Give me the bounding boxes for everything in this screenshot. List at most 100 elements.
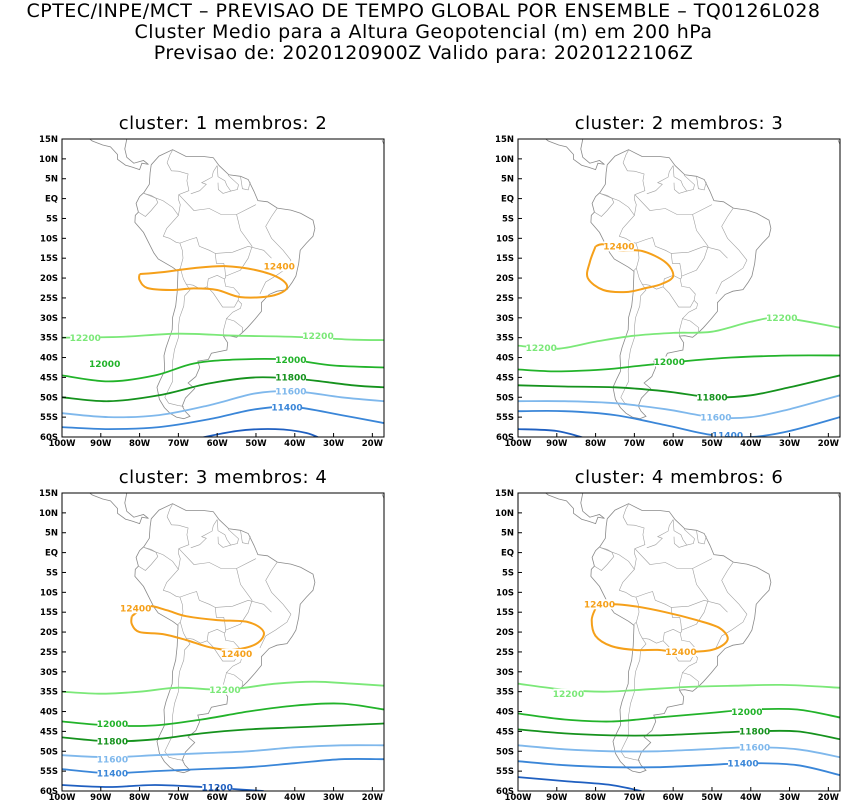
contour-11200 [518,776,646,791]
country-border [634,548,713,569]
lat-label: 45S [496,373,514,383]
country-border [259,561,292,649]
contour-11600 [518,744,840,759]
country-border [646,165,674,195]
contour-11600 [518,394,840,420]
country-border [636,622,681,644]
map-panel-3: 1240012400122001200011800116001140011200… [39,489,385,803]
lat-label: 10S [496,588,514,598]
header-line-2: Cluster Medio para a Altura Geopotencial… [134,21,713,43]
lon-label: 20W [818,439,840,449]
lat-label: 30S [40,314,58,324]
contour-label-bg [70,332,101,343]
lat-label: 60S [40,433,58,443]
coastline [134,149,316,420]
lon-label: 80W [585,793,607,803]
lat-label: 20S [496,628,514,638]
lon-label: 70W [624,793,646,803]
contour-label-12000: 12000 [97,720,128,730]
contour-11800 [518,374,840,399]
lon-label: 100W [504,793,532,803]
lat-label: EQ [501,549,514,559]
country-border [671,599,728,613]
lon-label: 30W [779,793,801,803]
country-border [634,194,713,215]
lon-label: 20W [362,793,384,803]
lat-label: 15S [40,254,58,264]
lat-label: 5N [501,175,514,185]
lat-label: 60S [40,787,58,797]
lat-label: 50S [496,393,514,403]
contour-12200 [62,332,384,341]
contour-12400 [130,605,265,652]
contour-label-12200: 12200 [526,344,557,354]
country-border [682,654,698,673]
lat-label: EQ [45,549,58,559]
coastline [590,503,772,774]
country-border [166,503,190,570]
country-border [225,568,253,631]
contour-label-12000: 12000 [654,358,685,368]
lat-label: 15N [495,135,514,145]
lon-label: 60W [663,793,685,803]
lon-label: 40W [740,439,762,449]
country-border [225,214,253,277]
contour-11400 [518,409,840,437]
map-frame [517,492,841,792]
contour-label-bg [603,241,634,252]
contour-label-11600: 11600 [700,413,731,423]
country-border [620,637,647,761]
country-border [223,318,244,337]
country-border [138,193,159,217]
lon-label: 60W [207,793,229,803]
contour-label-bg [275,386,306,397]
lon-label: 50W [245,793,267,803]
country-border [190,519,218,549]
contour-label-bg [700,412,731,423]
map-panel-2: 12400 12200 12200 12000 11800 11600 11400 15N 10… [495,135,841,449]
contour-label-11400: 11400 [97,769,128,779]
country-border [240,530,251,545]
country-border [164,283,191,407]
lat-label: 20S [40,274,58,284]
contour-label-12000: 12000 [275,356,306,366]
panel-title-3: cluster: 3 membros: 4 [118,467,328,488]
lat-label: EQ [501,195,514,205]
contour-label-bg [272,402,303,413]
lat-label: 5N [45,529,58,539]
lat-label: 10N [495,155,514,165]
contour-label-12200: 12200 [553,690,584,700]
coastline [88,139,149,171]
lat-label: 10S [40,234,58,244]
contour-label-11600: 11600 [275,388,306,398]
lon-label: 70W [168,793,190,803]
country-border [227,174,239,192]
lat-label: 50S [40,393,58,403]
contour-11200 [518,428,585,437]
lon-label: 90W [546,439,568,449]
lat-label: 15N [39,489,58,499]
contour-label-12000: 12000 [731,708,762,718]
lat-label: 25S [40,294,58,304]
lat-label: 35S [496,334,514,344]
lat-label: 30S [496,314,514,324]
lat-label: 50S [496,747,514,757]
country-border [715,207,748,295]
country-border [646,519,674,549]
country-border [178,548,257,569]
lat-label: 50S [40,747,58,757]
lat-label: 40S [496,708,514,718]
contour-label-bg [97,768,128,779]
contour-11200 [200,428,320,437]
contour-label-bg [275,372,306,383]
panel-title-4: cluster: 4 membros: 6 [574,467,784,488]
contour-label-11400: 11400 [271,404,302,414]
lat-label: 10N [495,509,514,519]
contour-12400 [590,603,729,653]
lon-label: 80W [585,439,607,449]
coastline [88,493,149,525]
lat-label: 60S [496,787,514,797]
country-border [622,503,646,570]
lon-label: 50W [245,439,267,449]
country-border [178,194,257,215]
